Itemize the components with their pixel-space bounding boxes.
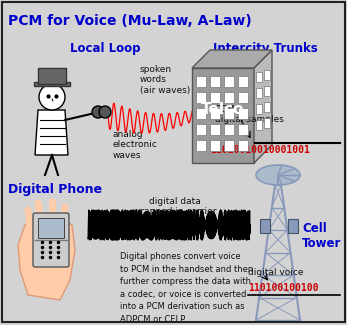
Text: Digital Phone: Digital Phone (8, 183, 102, 196)
FancyBboxPatch shape (196, 140, 206, 151)
Circle shape (92, 106, 104, 118)
FancyBboxPatch shape (224, 76, 234, 87)
Polygon shape (254, 50, 272, 163)
FancyBboxPatch shape (210, 76, 220, 87)
FancyBboxPatch shape (210, 92, 220, 103)
FancyBboxPatch shape (256, 88, 262, 98)
Text: Digital phones convert voice
to PCM in the handset and then
further compress the: Digital phones convert voice to PCM in t… (120, 252, 253, 323)
FancyBboxPatch shape (264, 118, 270, 128)
Text: PCM for Voice (Mu-Law, A-Law): PCM for Voice (Mu-Law, A-Law) (8, 14, 252, 28)
FancyBboxPatch shape (238, 76, 248, 87)
FancyBboxPatch shape (196, 124, 206, 135)
FancyBboxPatch shape (264, 86, 270, 96)
FancyBboxPatch shape (192, 68, 254, 163)
Circle shape (99, 106, 111, 118)
FancyBboxPatch shape (196, 108, 206, 119)
FancyBboxPatch shape (38, 68, 66, 84)
FancyBboxPatch shape (264, 102, 270, 112)
FancyBboxPatch shape (33, 213, 69, 267)
FancyBboxPatch shape (224, 108, 234, 119)
FancyBboxPatch shape (238, 108, 248, 119)
FancyBboxPatch shape (210, 140, 220, 151)
Text: spoken
words
(air waves): spoken words (air waves) (140, 65, 190, 95)
Polygon shape (18, 215, 75, 300)
Polygon shape (192, 50, 272, 68)
Text: Local Loop: Local Loop (70, 42, 140, 55)
Text: 11010010010001001: 11010010010001001 (210, 145, 310, 155)
FancyBboxPatch shape (224, 92, 234, 103)
FancyBboxPatch shape (224, 124, 234, 135)
Text: analog
electronic
waves: analog electronic waves (113, 130, 158, 160)
Text: digital voice: digital voice (248, 268, 304, 277)
Text: Cell
Tower: Cell Tower (302, 222, 341, 250)
FancyBboxPatch shape (224, 140, 234, 151)
FancyBboxPatch shape (260, 219, 270, 233)
FancyBboxPatch shape (264, 70, 270, 80)
FancyBboxPatch shape (196, 92, 206, 103)
FancyBboxPatch shape (256, 104, 262, 114)
FancyBboxPatch shape (34, 82, 70, 86)
FancyBboxPatch shape (238, 140, 248, 151)
Text: PCM
digital samples: PCM digital samples (215, 105, 284, 124)
Ellipse shape (256, 165, 300, 185)
Text: Telco: Telco (201, 102, 245, 118)
Circle shape (39, 84, 65, 110)
FancyBboxPatch shape (238, 124, 248, 135)
FancyBboxPatch shape (256, 72, 262, 82)
Text: digital data
wrapped in carrier: digital data wrapped in carrier (133, 197, 217, 216)
FancyBboxPatch shape (256, 120, 262, 130)
FancyBboxPatch shape (210, 108, 220, 119)
Text: Intercity Trunks: Intercity Trunks (213, 42, 318, 55)
FancyBboxPatch shape (196, 76, 206, 87)
FancyBboxPatch shape (38, 218, 64, 238)
FancyBboxPatch shape (238, 92, 248, 103)
Text: 110100100100: 110100100100 (248, 283, 319, 293)
Polygon shape (35, 110, 68, 155)
FancyBboxPatch shape (210, 124, 220, 135)
FancyBboxPatch shape (288, 219, 298, 233)
